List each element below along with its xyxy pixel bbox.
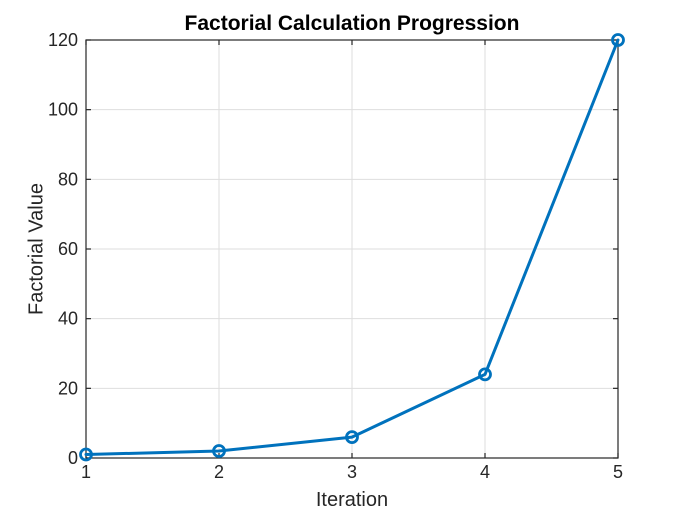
y-tick-label: 120 xyxy=(48,30,78,50)
y-tick-label: 100 xyxy=(48,100,78,120)
x-axis-label: Iteration xyxy=(315,489,389,511)
x-tick-label: 4 xyxy=(480,462,490,482)
data-point-marker xyxy=(478,367,492,382)
y-tick-label: 40 xyxy=(58,309,78,329)
y-axis-label: Factorial Value xyxy=(25,183,48,315)
x-tick-label: 1 xyxy=(81,462,91,482)
x-tick-label: 2 xyxy=(214,462,224,482)
data-point-marker xyxy=(79,447,93,462)
chart-title: Factorial Calculation Progression xyxy=(184,12,520,35)
data-line xyxy=(84,38,620,457)
y-tick-label: 20 xyxy=(58,378,78,398)
x-tick-label: 3 xyxy=(347,462,357,482)
data-point-marker xyxy=(345,430,359,445)
y-tick-label: 80 xyxy=(58,169,78,189)
x-tick-label: 5 xyxy=(613,462,623,482)
data-point-marker xyxy=(611,33,625,47)
y-tick-label: 60 xyxy=(58,239,78,259)
y-tick-label: 0 xyxy=(68,448,78,468)
data-point-marker xyxy=(212,444,226,458)
